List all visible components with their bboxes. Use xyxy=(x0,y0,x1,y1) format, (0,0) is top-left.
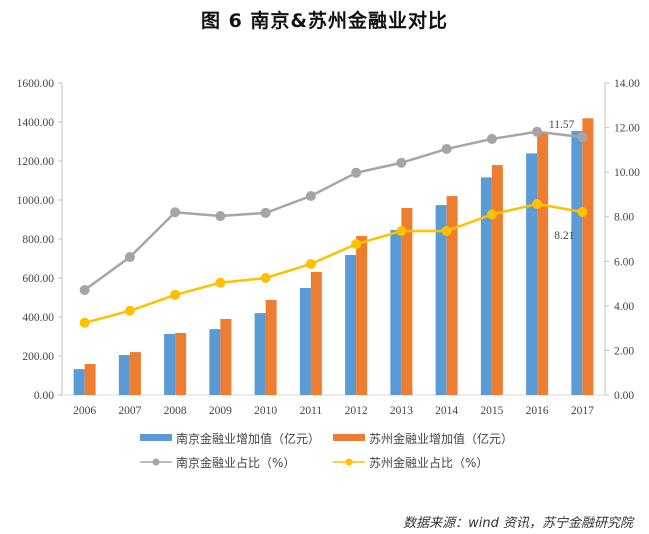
bar-suzhou xyxy=(356,236,368,395)
bar-nanjing xyxy=(73,369,85,395)
bar-suzhou xyxy=(446,196,458,395)
legend-marker xyxy=(345,458,353,466)
point-suzhou xyxy=(215,277,226,288)
point-nanjing xyxy=(260,207,271,218)
bar-nanjing xyxy=(571,130,583,395)
point-suzhou xyxy=(260,273,271,283)
point-nanjing xyxy=(124,252,135,263)
left-tick-label: 1000.00 xyxy=(17,195,55,207)
bar-suzhou xyxy=(310,271,322,395)
point-nanjing xyxy=(486,133,497,144)
bar-suzhou xyxy=(537,133,549,396)
point-suzhou xyxy=(486,209,497,220)
left-tick-label: 200.00 xyxy=(22,351,54,363)
x-tick-label: 2014 xyxy=(435,405,458,417)
line-suzhou xyxy=(84,202,583,325)
point-suzhou xyxy=(532,199,543,210)
point-suzhou xyxy=(351,239,362,250)
point-nanjing xyxy=(79,285,90,296)
legend-swatch xyxy=(140,434,172,441)
bar-suzhou xyxy=(220,318,232,395)
x-tick-label: 2017 xyxy=(571,405,594,417)
chart-title: 图 6 南京&苏州金融业对比 xyxy=(200,10,449,32)
legend-swatch xyxy=(333,434,365,441)
point-suzhou xyxy=(170,289,181,300)
bar-nanjing xyxy=(390,230,402,395)
x-tick-label: 2012 xyxy=(345,405,368,417)
x-tick-label: 2007 xyxy=(118,405,141,417)
legend-label: 南京金融业增加值（亿元） xyxy=(176,431,320,446)
x-tick-label: 2006 xyxy=(73,405,96,417)
point-suzhou xyxy=(79,317,90,328)
point-nanjing xyxy=(351,167,362,178)
left-tick-label: 0.00 xyxy=(34,390,54,402)
bar-suzhou xyxy=(401,207,413,395)
point-suzhou xyxy=(577,207,588,218)
bar-suzhou xyxy=(582,118,594,396)
point-nanjing xyxy=(532,126,543,137)
left-tick-label: 1400.00 xyxy=(17,117,55,129)
right-tick-label: 10.00 xyxy=(614,167,640,179)
point-suzhou xyxy=(396,225,407,236)
left-tick-label: 400.00 xyxy=(22,312,54,324)
right-tick-label: 8.00 xyxy=(614,212,634,224)
left-tick-label: 1600.00 xyxy=(17,78,55,90)
source-note: 数据来源：wind 资讯，苏宁金融研究院 xyxy=(403,516,633,531)
point-nanjing xyxy=(215,211,226,222)
point-suzhou xyxy=(305,258,316,269)
point-nanjing xyxy=(170,207,181,218)
right-tick-label: 0.00 xyxy=(614,390,634,402)
legend-marker xyxy=(152,458,160,466)
line-nanjing xyxy=(83,130,583,292)
x-tick-label: 2011 xyxy=(300,405,323,417)
legend-label: 苏州金融业增加值（亿元） xyxy=(369,431,513,446)
legend-label: 南京金融业占比（%） xyxy=(176,455,295,470)
right-tick-label: 2.00 xyxy=(614,345,634,357)
bar-nanjing xyxy=(164,333,176,395)
x-tick-label: 2015 xyxy=(480,405,503,417)
x-tick-label: 2010 xyxy=(254,405,277,417)
left-tick-label: 800.00 xyxy=(22,234,54,246)
bar-suzhou xyxy=(265,300,277,395)
x-tick-label: 2013 xyxy=(390,405,413,417)
x-tick-label: 2016 xyxy=(526,405,549,417)
bar-nanjing xyxy=(435,205,447,395)
left-tick-label: 1200.00 xyxy=(17,156,55,168)
bar-nanjing xyxy=(480,177,492,395)
legend-label: 苏州金融业占比（%） xyxy=(369,455,488,470)
x-tick-label: 2009 xyxy=(209,405,232,417)
bar-suzhou xyxy=(84,363,96,395)
point-nanjing xyxy=(441,143,452,154)
x-tick-label: 2008 xyxy=(164,405,187,417)
left-tick-label: 600.00 xyxy=(22,273,54,285)
right-tick-label: 14.00 xyxy=(614,78,640,90)
right-tick-label: 12.00 xyxy=(614,123,640,135)
right-tick-label: 6.00 xyxy=(614,256,634,268)
bar-nanjing xyxy=(254,313,266,395)
point-suzhou xyxy=(124,305,135,316)
point-nanjing xyxy=(305,190,316,201)
bar-suzhou xyxy=(491,165,503,395)
bar-nanjing xyxy=(209,329,221,395)
bar-nanjing xyxy=(118,355,130,395)
point-suzhou xyxy=(441,225,452,236)
bar-suzhou xyxy=(129,352,141,395)
data-label: 11.57 xyxy=(549,119,575,131)
point-nanjing xyxy=(577,132,588,143)
point-nanjing xyxy=(396,157,407,168)
bar-nanjing xyxy=(299,287,311,395)
data-label: 8.21 xyxy=(554,230,574,242)
right-tick-label: 4.00 xyxy=(614,301,634,313)
bar-nanjing xyxy=(526,153,538,395)
bar-suzhou xyxy=(175,332,187,395)
bar-nanjing xyxy=(345,254,357,395)
